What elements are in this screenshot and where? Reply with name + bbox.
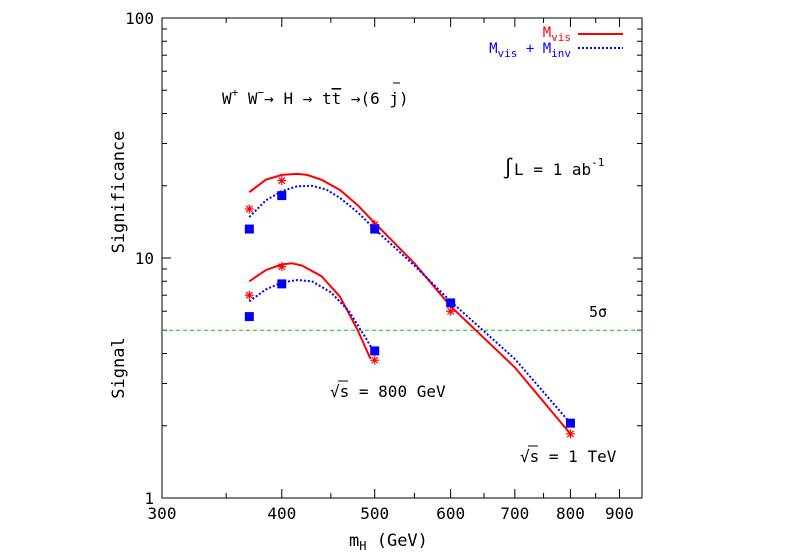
- data-point-star: [277, 262, 287, 272]
- data-point-square: [244, 224, 254, 234]
- x-tick-label: 900: [605, 504, 634, 523]
- energy-label-1tev: √s = 1 TeV: [520, 447, 617, 466]
- data-point-square: [565, 418, 575, 428]
- star-stroke: [245, 205, 253, 213]
- series-curve-2: [248, 262, 372, 360]
- y-axis-title-lower: Signal: [109, 337, 129, 398]
- five-sigma-label: 5σ: [589, 303, 607, 321]
- data-point-star: [565, 429, 575, 439]
- energy-label-800gev: √s = 800 GeV: [330, 382, 446, 401]
- y-tick-label: 100: [125, 9, 154, 28]
- data-point-square: [244, 312, 254, 322]
- data-point-star: [370, 355, 380, 365]
- star-stroke: [245, 291, 253, 299]
- luminosity-label: ∫L = 1 ab-1: [502, 156, 604, 180]
- star-stroke: [278, 263, 286, 271]
- data-point-square: [277, 191, 287, 201]
- star-stroke: [278, 177, 286, 185]
- x-tick-label: 600: [436, 504, 465, 523]
- legend-entry-mvis-label: Mvis: [543, 25, 571, 44]
- x-tick-label: 700: [500, 504, 529, 523]
- x-tick-label: 300: [148, 504, 177, 523]
- star-stroke: [447, 307, 455, 315]
- legend-entry-mvis-minv-label: Mvis + Minv: [489, 41, 571, 60]
- x-axis-title: mH (GeV): [349, 531, 428, 553]
- series-curve-3: [248, 278, 376, 354]
- y-axis-ticks: 1 10 100: [125, 9, 642, 508]
- series-layer: [244, 172, 575, 439]
- x-tick-label: 500: [360, 504, 389, 523]
- data-point-star: [244, 204, 254, 214]
- star-stroke: [566, 430, 575, 438]
- data-point-square: [370, 346, 380, 356]
- x-axis-ticks: 300 400 500 600 700 800 900: [148, 18, 634, 523]
- data-point-star: [277, 176, 287, 186]
- data-point-star: [244, 290, 254, 300]
- x-tick-label: 400: [267, 504, 296, 523]
- y-axis-title-upper: Significance: [109, 131, 129, 254]
- process-label: W+ W−→ H → tt →(6 j): [222, 86, 409, 108]
- y-tick-label: 1: [144, 489, 154, 508]
- data-point-square: [370, 224, 380, 234]
- star-stroke: [371, 356, 379, 364]
- y-tick-label: 10: [135, 249, 154, 268]
- data-point-square: [446, 298, 456, 308]
- x-tick-label: 800: [556, 504, 585, 523]
- legend: Mvis Mvis + Minv: [489, 25, 623, 60]
- data-point-star: [446, 306, 456, 316]
- data-point-square: [277, 279, 287, 289]
